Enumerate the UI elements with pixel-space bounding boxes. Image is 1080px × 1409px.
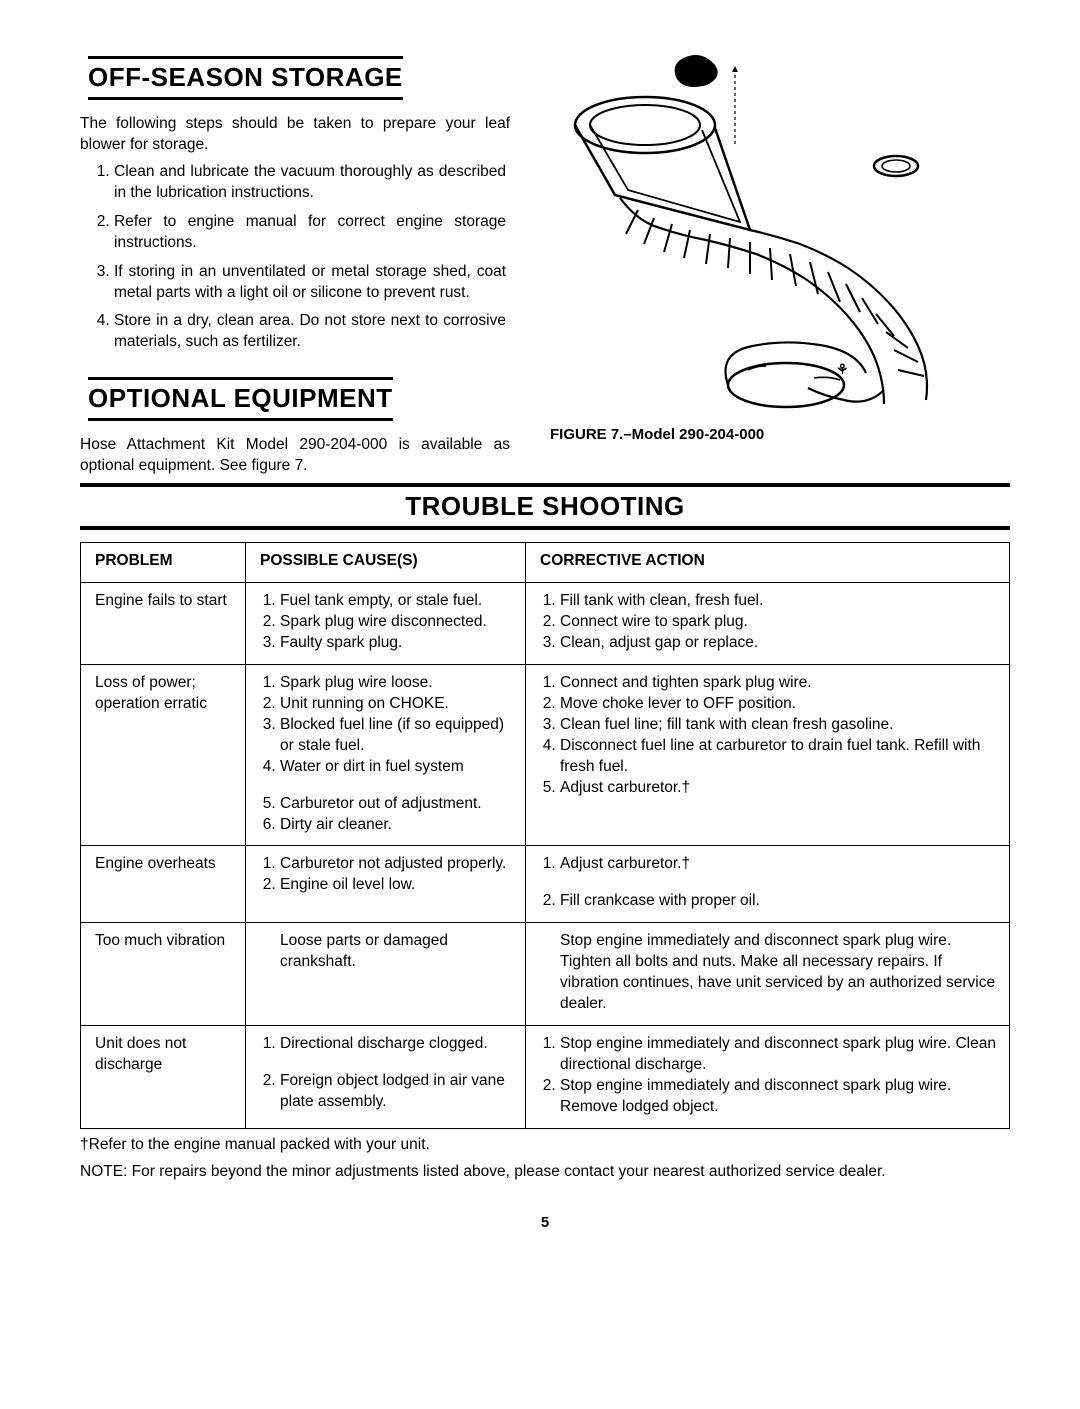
off-season-heading: OFF-SEASON STORAGE bbox=[88, 56, 403, 100]
cell-action: Connect and tighten spark plug wire.Move… bbox=[526, 665, 1010, 846]
troubleshooting-heading: TROUBLE SHOOTING bbox=[80, 489, 1010, 524]
table-row: Loss of power; operation erraticSpark pl… bbox=[81, 665, 1010, 846]
step-item: Refer to engine manual for correct engin… bbox=[114, 212, 510, 254]
cell-cause: Spark plug wire loose.Unit running on CH… bbox=[246, 665, 526, 846]
table-header-problem: PROBLEM bbox=[81, 543, 246, 583]
footnote-dagger: †Refer to the engine manual packed with … bbox=[80, 1135, 1010, 1156]
cell-cause: Fuel tank empty, or stale fuel.Spark plu… bbox=[246, 583, 526, 665]
cell-problem: Engine overheats bbox=[81, 846, 246, 923]
page-number: 5 bbox=[80, 1213, 1010, 1233]
cell-cause: Carburetor not adjusted properly.Engine … bbox=[246, 846, 526, 923]
table-row: Engine overheatsCarburetor not adjusted … bbox=[81, 846, 1010, 923]
cell-cause: Directional discharge clogged.Foreign ob… bbox=[246, 1026, 526, 1129]
troubleshooting-table: PROBLEM POSSIBLE CAUSE(S) CORRECTIVE ACT… bbox=[80, 542, 1010, 1128]
hose-attachment-figure: ⚘ bbox=[530, 50, 1010, 410]
step-item: Store in a dry, clean area. Do not store… bbox=[114, 311, 510, 353]
table-row: Too much vibrationLoose parts or damaged… bbox=[81, 923, 1010, 1026]
cell-action: Adjust carburetor.†Fill crankcase with p… bbox=[526, 846, 1010, 923]
table-header-cause: POSSIBLE CAUSE(S) bbox=[246, 543, 526, 583]
cell-problem: Engine fails to start bbox=[81, 583, 246, 665]
optional-equipment-text: Hose Attachment Kit Model 290-204-000 is… bbox=[80, 435, 510, 477]
cell-problem: Unit does not discharge bbox=[81, 1026, 246, 1129]
cell-problem: Loss of power; operation erratic bbox=[81, 665, 246, 846]
off-season-steps: Clean and lubricate the vacuum thoroughl… bbox=[80, 162, 510, 353]
cell-cause: Loose parts or damaged crankshaft. bbox=[246, 923, 526, 1026]
table-header-action: CORRECTIVE ACTION bbox=[526, 543, 1010, 583]
cell-action: Stop engine immediately and disconnect s… bbox=[526, 1026, 1010, 1129]
step-item: Clean and lubricate the vacuum thoroughl… bbox=[114, 162, 510, 204]
svg-text:⚘: ⚘ bbox=[836, 361, 849, 377]
cell-action: Fill tank with clean, fresh fuel.Connect… bbox=[526, 583, 1010, 665]
optional-equipment-heading: OPTIONAL EQUIPMENT bbox=[88, 377, 393, 421]
table-row: Unit does not dischargeDirectional disch… bbox=[81, 1026, 1010, 1129]
cell-action: Stop engine immediately and disconnect s… bbox=[526, 923, 1010, 1026]
cell-problem: Too much vibration bbox=[81, 923, 246, 1026]
figure-caption: FIGURE 7.–Model 290-204-000 bbox=[530, 425, 1010, 445]
off-season-intro: The following steps should be taken to p… bbox=[80, 114, 510, 156]
footnote-note: NOTE: For repairs beyond the minor adjus… bbox=[80, 1162, 1010, 1183]
step-item: If storing in an unventilated or metal s… bbox=[114, 262, 510, 304]
table-row: Engine fails to startFuel tank empty, or… bbox=[81, 583, 1010, 665]
